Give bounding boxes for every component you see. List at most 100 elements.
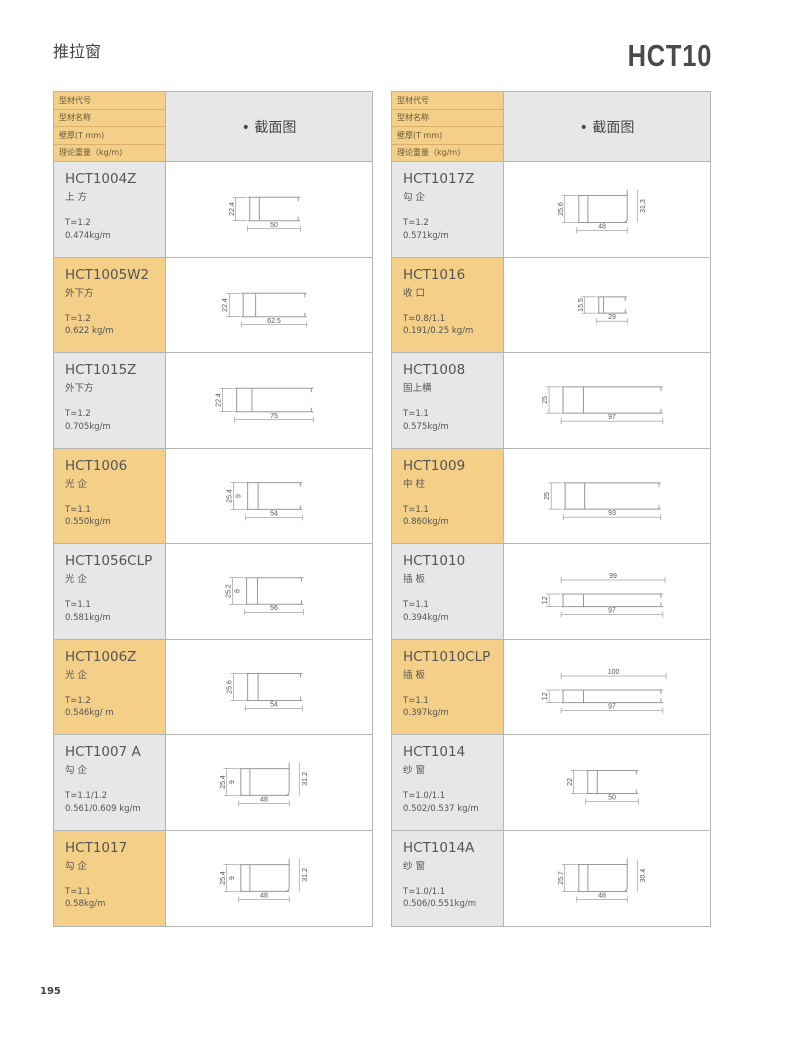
- right-height-dimension: 31.2: [302, 772, 309, 786]
- profile-shape: [561, 593, 663, 608]
- profile-row: HCT1010CLP 插 板 T=1.1 0.397kg/m 97 12 100: [392, 639, 710, 735]
- profile-shape: [563, 482, 661, 510]
- drawing-cell: 75 22.4: [166, 353, 372, 448]
- drawing-cell: 50 22: [504, 735, 710, 830]
- width-dimension: 48: [260, 893, 268, 900]
- height-dimension: 22.4: [216, 393, 223, 407]
- theoretical-weight: 0.860kg/m: [403, 517, 449, 527]
- header-label: 型材代号: [54, 92, 165, 110]
- top-width-dimension: 100: [608, 669, 620, 676]
- page-number: 195: [40, 986, 61, 997]
- profile-code: HCT1016: [403, 266, 466, 283]
- profile-info: HCT1017Z 勾 企 T=1.2 0.571kg/m: [392, 162, 504, 257]
- theoretical-weight: 0.506/0.551kg/m: [403, 899, 476, 909]
- slot-dimension: 9: [229, 876, 236, 880]
- width-dimension: 48: [260, 797, 268, 804]
- width-dimension: 54: [270, 701, 278, 708]
- height-dimension: 12: [542, 597, 549, 605]
- height-dimension: 15.5: [578, 298, 585, 312]
- profile-name: 纱 窗: [403, 860, 426, 872]
- width-dimension: 97: [608, 703, 616, 710]
- wall-thickness: T=1.1: [65, 504, 91, 515]
- theoretical-weight: 0.191/0.25 kg/m: [403, 326, 474, 336]
- profile-row: HCT1015Z 外下方 T=1.2 0.705kg/m 75 22.4: [54, 353, 372, 449]
- profile-info: HCT1010 插 板 T=1.1 0.394kg/m: [392, 544, 504, 639]
- height-dimension: 25.2: [226, 584, 233, 598]
- cross-section-drawing: 54 25.4 9: [227, 481, 303, 521]
- profile-name: 插 板: [403, 669, 426, 681]
- wall-thickness: T=1.1: [65, 600, 91, 610]
- profile-shape: [561, 386, 663, 414]
- profile-info: HCT1016 收 口 T=0.8/1.1 0.191/0.25 kg/m: [392, 257, 504, 352]
- cross-section-drawing: 62.5 22.4: [222, 292, 308, 328]
- profile-shape: [234, 387, 314, 413]
- profile-code: HCT1056CLP: [65, 553, 153, 569]
- width-dimension: 93: [608, 510, 616, 517]
- wall-thickness: T=1.1: [403, 504, 429, 515]
- drawing-cell: 48 25.6 31.3: [504, 162, 710, 257]
- theoretical-weight: 0.622 kg/m: [65, 326, 114, 336]
- wall-thickness: T=1.1: [403, 409, 429, 419]
- profile-info: HCT1010CLP 插 板 T=1.1 0.397kg/m: [392, 639, 504, 734]
- profile-info: HCT1014A 纱 窗 T=1.0/1.1 0.506/0.551kg/m: [392, 830, 504, 926]
- wall-thickness: T=1.0/1.1: [403, 886, 446, 897]
- height-dimension: 25.4: [227, 489, 234, 503]
- cross-section-drawing: 93 25: [544, 482, 662, 520]
- profile-info: HCT1009 中 柱 T=1.1 0.860kg/m: [392, 448, 504, 543]
- slot-dimension: 9: [229, 780, 236, 784]
- cross-section-drawing: 75 22.4: [216, 387, 314, 424]
- profile-code: HCT1008: [403, 362, 466, 378]
- profile-name: 勾 企: [65, 860, 88, 872]
- drawing-cell: 54 25.6: [166, 639, 372, 734]
- height-dimension: 25.4: [220, 871, 227, 885]
- profile-row: HCT1014 纱 窗 T=1.0/1.1 0.502/0.537 kg/m 50…: [392, 735, 710, 831]
- wall-thickness: T=1.2: [65, 409, 91, 419]
- profile-row: HCT1004Z 上 方 T=1.2 0.474kg/m 50 22.4: [54, 162, 372, 258]
- theoretical-weight: 0.546kg/ m: [65, 708, 114, 718]
- cross-section-drawing: 48 25.4 9 31.2: [220, 858, 309, 903]
- wall-thickness: T=1.1: [403, 695, 429, 706]
- profile-row: HCT1006 光 企 T=1.1 0.550kg/m 54 25.4 9: [54, 448, 372, 544]
- drawing-cell: 50 22.4: [166, 162, 372, 257]
- profile-code: HCT1017Z: [403, 171, 475, 187]
- theoretical-weight: 0.474kg/m: [65, 230, 111, 241]
- profile-name: 收 口: [403, 287, 426, 299]
- profile-row: HCT1017 勾 企 T=1.1 0.58kg/m 48 25.4 9 31.2: [54, 830, 372, 926]
- profile-info: HCT1005W2 外下方 T=1.2 0.622 kg/m: [54, 257, 166, 352]
- profile-name: 上 方: [65, 192, 88, 203]
- profile-code: HCT1007 A: [65, 744, 141, 760]
- wall-thickness: T=1.2: [65, 695, 91, 706]
- right-height-dimension: 30.4: [640, 869, 647, 883]
- profile-shape: [585, 770, 639, 795]
- wall-thickness: T=1.0/1.1: [403, 791, 446, 801]
- theoretical-weight: 0.561/0.609 kg/m: [65, 803, 141, 814]
- profile-code: HCT1014: [403, 744, 466, 760]
- height-dimension: 22.4: [222, 298, 229, 312]
- drawing-cell: 56 25.2 8: [166, 544, 372, 639]
- profile-code: HCT1006: [65, 457, 128, 474]
- profile-info: HCT1006 光 企 T=1.1 0.550kg/m: [54, 448, 166, 543]
- profile-name: 光 企: [65, 574, 88, 585]
- header-labels: 型材代号 型材名称 壁厚(T mm) 理论重量（kg/m): [392, 92, 504, 161]
- drawing-cell: 54 25.4 9: [166, 448, 372, 543]
- profile-code: HCT1004Z: [65, 171, 137, 187]
- height-dimension: 25.6: [558, 202, 565, 216]
- wall-thickness: T=1.2: [403, 218, 429, 228]
- wall-thickness: T=1.2: [65, 313, 91, 324]
- header-label: 型材代号: [392, 92, 503, 110]
- profile-name: 插 板: [403, 574, 426, 585]
- profile-code: HCT1015Z: [65, 362, 137, 378]
- height-dimension: 25.4: [220, 775, 227, 789]
- profile-name: 纱 窗: [403, 765, 426, 776]
- header-label: 理论重量（kg/m): [59, 148, 123, 158]
- profile-info: HCT1008 固上横 T=1.1 0.575kg/m: [392, 353, 504, 448]
- height-dimension: 25: [544, 492, 551, 500]
- drawing-cell: 62.5 22.4: [166, 257, 372, 352]
- slot-dimension: 9: [236, 494, 243, 498]
- drawing-cell: 48 25.4 9 31.2: [166, 735, 372, 830]
- drawing-cell: 48 25.7 30.4: [504, 830, 710, 926]
- profile-name: 外下方: [65, 383, 94, 394]
- theoretical-weight: 0.571kg/m: [403, 230, 449, 241]
- profile-row: HCT1008 固上横 T=1.1 0.575kg/m 97 25: [392, 353, 710, 449]
- profile-info: HCT1006Z 光 企 T=1.2 0.546kg/ m: [54, 639, 166, 734]
